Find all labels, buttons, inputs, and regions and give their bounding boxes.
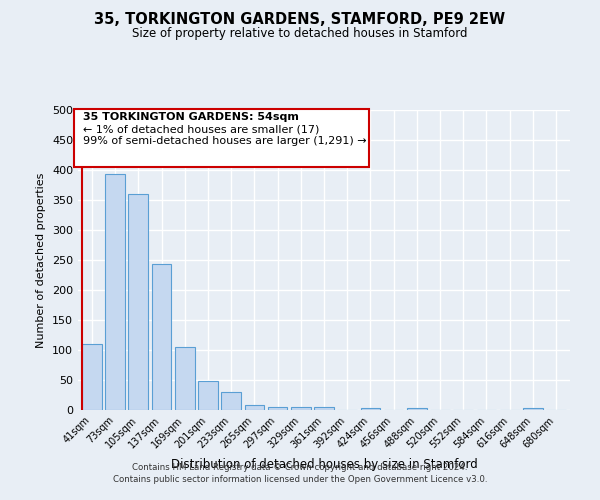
Text: 99% of semi-detached houses are larger (1,291) →: 99% of semi-detached houses are larger (…: [83, 136, 367, 146]
Bar: [361, 408, 380, 410]
Bar: [105, 174, 125, 410]
Bar: [291, 407, 311, 410]
Text: 35 TORKINGTON GARDENS: 54sqm: 35 TORKINGTON GARDENS: 54sqm: [83, 112, 299, 122]
Bar: [82, 344, 102, 410]
Bar: [523, 408, 543, 410]
Text: ← 1% of detached houses are smaller (17): ← 1% of detached houses are smaller (17): [83, 124, 319, 134]
Y-axis label: Number of detached properties: Number of detached properties: [37, 172, 46, 348]
Bar: [221, 392, 241, 410]
Text: Size of property relative to detached houses in Stamford: Size of property relative to detached ho…: [132, 28, 468, 40]
Bar: [314, 407, 334, 410]
Bar: [128, 194, 148, 410]
FancyBboxPatch shape: [74, 108, 369, 167]
Bar: [152, 264, 172, 410]
Bar: [268, 407, 287, 410]
Text: 35, TORKINGTON GARDENS, STAMFORD, PE9 2EW: 35, TORKINGTON GARDENS, STAMFORD, PE9 2E…: [94, 12, 506, 28]
Bar: [407, 408, 427, 410]
Text: Contains public sector information licensed under the Open Government Licence v3: Contains public sector information licen…: [113, 475, 487, 484]
Text: Contains HM Land Registry data © Crown copyright and database right 2024.: Contains HM Land Registry data © Crown c…: [132, 464, 468, 472]
X-axis label: Distribution of detached houses by size in Stamford: Distribution of detached houses by size …: [170, 458, 478, 471]
Bar: [245, 404, 264, 410]
Bar: [175, 347, 194, 410]
Bar: [198, 380, 218, 410]
